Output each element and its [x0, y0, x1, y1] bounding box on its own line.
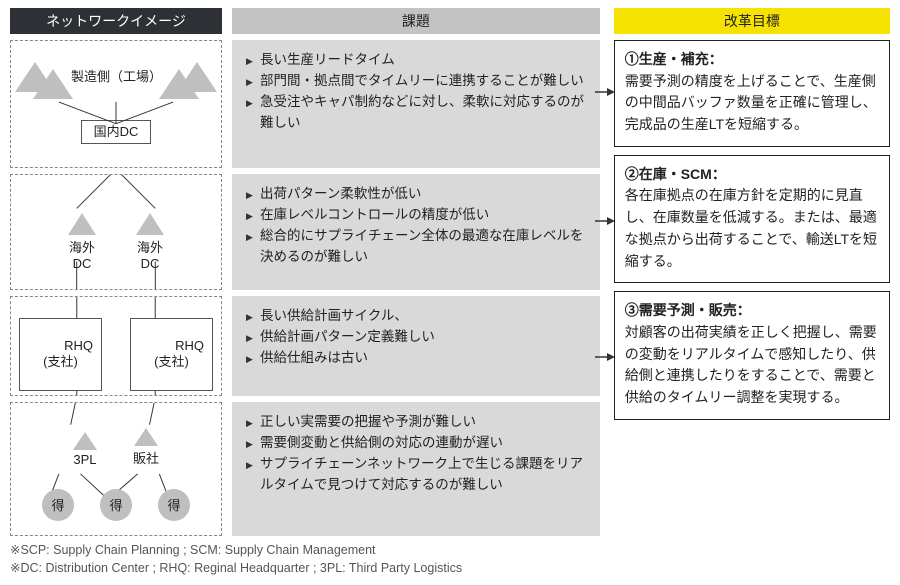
rhq-b-box: RHQ (支社)	[130, 318, 213, 391]
factory-icon	[33, 69, 73, 99]
column-issues: 課題 長い生産リードタイム 部門間・拠点間でタイムリーに連携することが難しい 急…	[232, 8, 600, 536]
header-goals-label: 改革目標	[724, 11, 780, 31]
column-goals: 改革目標 ①生産・補充： 需要予測の精度を上げることで、生産側の中間品バッファ数…	[614, 8, 890, 536]
header-network: ネットワークイメージ	[10, 8, 222, 34]
issue-item: 長い生産リードタイム	[244, 50, 588, 71]
goal3-title: 需要予測・販売：	[639, 302, 751, 318]
footnote-2: ※DC: Distribution Center ; RHQ: Reginal …	[10, 560, 890, 578]
header-issues: 課題	[232, 8, 600, 34]
goal2-body: 各在庫拠点の在庫方針を定期的に見直し、在庫数量を低減する。または、最適な拠点から…	[625, 187, 877, 268]
tier1-lines	[11, 41, 221, 167]
rhq-a-box: RHQ (支社)	[19, 318, 102, 391]
domestic-dc-label: 国内DC	[94, 124, 139, 139]
goal2-title: 在庫・SCM：	[639, 166, 726, 182]
issue-item: 出荷パターン柔軟性が低い	[244, 184, 588, 205]
customer-node: 得	[100, 489, 132, 521]
tier3-issues: 長い供給計画サイクル、 供給計画パターン定義難しい 供給仕組みは古い	[232, 296, 600, 396]
overseas-dc-b: 海外 DC	[136, 213, 164, 271]
issue-item: 需要側変動と供給側の対応の連動が遅い	[244, 433, 588, 454]
goal-1: ①生産・補充： 需要予測の精度を上げることで、生産側の中間品バッファ数量を正確に…	[614, 40, 890, 147]
sales-label: 販社	[133, 448, 159, 467]
overseas-dc-b-label: 海外 DC	[137, 237, 163, 271]
factory-label: 製造側（工場）	[71, 69, 161, 85]
factory-icon	[159, 69, 199, 99]
tpl-label: 3PL	[73, 452, 96, 467]
overseas-dc-a: 海外 DC	[68, 213, 96, 271]
tpl-node: 3PL	[73, 432, 97, 467]
header-network-label: ネットワークイメージ	[46, 11, 186, 31]
main-columns: ネットワークイメージ 製造側（工場） 国内DC	[10, 8, 890, 536]
tier1-network: 製造側（工場） 国内DC	[10, 40, 222, 168]
tier2-network: 海外 DC 海外 DC	[10, 174, 222, 290]
arrow-icon	[595, 348, 615, 360]
goal-2: ②在庫・SCM： 各在庫拠点の在庫方針を定期的に見直し、在庫数量を低減する。また…	[614, 155, 890, 283]
tpl-icon	[73, 432, 97, 450]
goal-3: ③需要予測・販売： 対顧客の出荷実績を正しく把握し、需要の変動をリアルタイムで感…	[614, 291, 890, 419]
dc-icon	[136, 213, 164, 235]
tier4-network: 3PL 販社 得 得 得	[10, 402, 222, 536]
customer-node: 得	[158, 489, 190, 521]
issue-item: 在庫レベルコントロールの精度が低い	[244, 205, 588, 226]
customer-node: 得	[42, 489, 74, 521]
dc-icon	[68, 213, 96, 235]
issue-item: 総合的にサプライチェーン全体の最適な在庫レベルを決めるのが難しい	[244, 226, 588, 268]
sales-node: 販社	[133, 428, 159, 467]
issue-item: 部門間・拠点間でタイムリーに連携することが難しい	[244, 71, 588, 92]
tier3-network: RHQ (支社) RHQ (支社)	[10, 296, 222, 396]
issue-item: 正しい実需要の把握や予測が難しい	[244, 412, 588, 433]
issue-item: 急受注やキャパ制約などに対し、柔軟に対応するのが難しい	[244, 92, 588, 134]
overseas-dc-a-label: 海外 DC	[69, 237, 95, 271]
goal3-num: ③	[625, 302, 639, 318]
header-issues-label: 課題	[402, 11, 430, 31]
issue-item: サプライチェーンネットワーク上で生じる課題をリアルタイムで見つけて対応するのが難…	[244, 454, 588, 496]
rhq-b-label: RHQ (支社)	[154, 338, 204, 369]
footnotes: ※SCP: Supply Chain Planning ; SCM: Suppl…	[10, 542, 890, 577]
domestic-dc-box: 国内DC	[81, 120, 151, 144]
goal3-body: 対顧客の出荷実績を正しく把握し、需要の変動をリアルタイムで感知したり、供給側と連…	[625, 324, 877, 405]
goal2-num: ②	[625, 166, 639, 182]
tier2-issues: 出荷パターン柔軟性が低い 在庫レベルコントロールの精度が低い 総合的にサプライチ…	[232, 174, 600, 290]
header-goals: 改革目標	[614, 8, 890, 34]
goal1-title: 生産・補充：	[639, 51, 723, 67]
rhq-a-label: RHQ (支社)	[43, 338, 93, 369]
tier4-issues: 正しい実需要の把握や予測が難しい 需要側変動と供給側の対応の連動が遅い サプライ…	[232, 402, 600, 536]
arrow-icon	[595, 83, 615, 95]
issue-item: 供給仕組みは古い	[244, 348, 588, 369]
goal1-num: ①	[625, 51, 639, 67]
goal1-body: 需要予測の精度を上げることで、生産側の中間品バッファ数量を正確に管理し、完成品の…	[625, 73, 877, 132]
tier1-issues: 長い生産リードタイム 部門間・拠点間でタイムリーに連携することが難しい 急受注や…	[232, 40, 600, 168]
issue-item: 長い供給計画サイクル、	[244, 306, 588, 327]
issue-item: 供給計画パターン定義難しい	[244, 327, 588, 348]
arrow-icon	[595, 212, 615, 224]
column-network: ネットワークイメージ 製造側（工場） 国内DC	[10, 8, 222, 536]
footnote-1: ※SCP: Supply Chain Planning ; SCM: Suppl…	[10, 542, 890, 560]
sales-icon	[134, 428, 158, 446]
